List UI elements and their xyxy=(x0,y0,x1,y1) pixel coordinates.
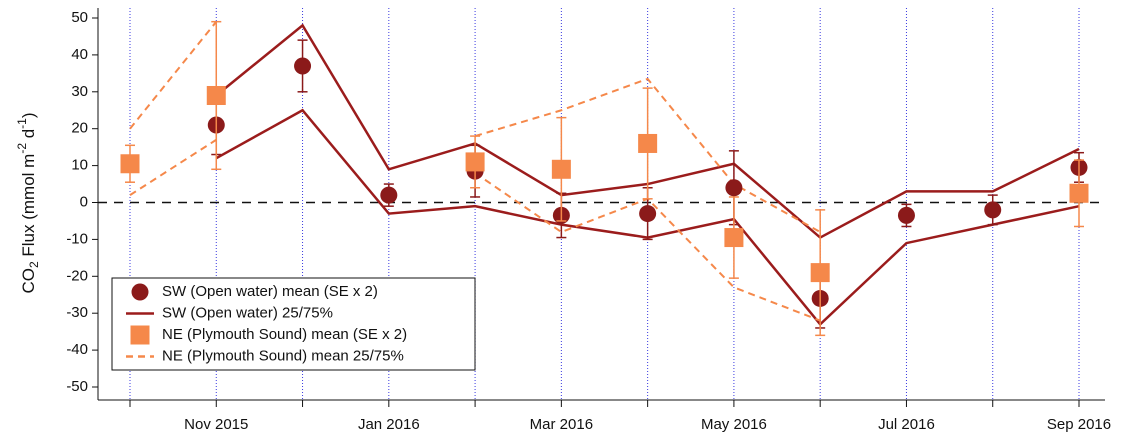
mean-marker xyxy=(465,152,485,172)
y-tick-label: 50 xyxy=(71,9,88,26)
y-label-sup: -2 xyxy=(15,143,29,154)
x-tick-label: Mar 2016 xyxy=(530,416,593,433)
y-axis-label: CO2 Flux (mmol m-2 d-1) xyxy=(15,112,41,293)
y-tick-label: -20 xyxy=(66,267,88,284)
mean-marker xyxy=(294,57,312,75)
mean-marker xyxy=(810,263,830,283)
legend-box xyxy=(111,277,476,371)
mean-marker xyxy=(551,159,571,179)
mean-marker xyxy=(120,154,140,174)
legend-label: SW (Open water) mean (SE x 2) xyxy=(162,283,378,300)
legend-marker xyxy=(130,325,150,345)
y-label-part: d xyxy=(19,129,38,143)
y-label-part: CO xyxy=(19,268,38,294)
mean-marker xyxy=(724,228,744,248)
y-tick-label: -30 xyxy=(66,304,88,321)
mean-marker xyxy=(380,186,398,204)
legend-label: NE (Plymouth Sound) mean (SE x 2) xyxy=(162,326,407,343)
y-tick-label: 40 xyxy=(71,46,88,63)
x-tick-label: Jan 2016 xyxy=(358,416,420,433)
y-tick-label: -10 xyxy=(66,230,88,247)
y-label-sub: 2 xyxy=(27,261,41,268)
y-tick-label: 0 xyxy=(80,193,88,210)
legend-label: NE (Plymouth Sound) mean 25/75% xyxy=(162,347,404,364)
y-tick-label: 10 xyxy=(71,157,88,174)
legend-label: SW (Open water) 25/75% xyxy=(162,304,333,321)
quartile-line xyxy=(129,21,821,233)
mean-marker xyxy=(984,201,1002,219)
mean-marker xyxy=(897,206,915,224)
y-label-sup: -1 xyxy=(15,118,29,129)
legend-marker xyxy=(131,283,149,301)
x-tick-label: Jul 2016 xyxy=(878,416,935,433)
y-label-part: ) xyxy=(19,112,38,118)
mean-marker xyxy=(639,205,657,223)
mean-marker xyxy=(206,85,226,105)
y-tick-label: 20 xyxy=(71,120,88,137)
x-tick-label: Nov 2015 xyxy=(184,416,248,433)
y-tick-label: -50 xyxy=(66,378,88,395)
y-label-part: Flux (mmol m xyxy=(19,154,38,262)
mean-marker xyxy=(725,179,743,197)
x-tick-label: May 2016 xyxy=(701,416,767,433)
x-tick-label: Sep 2016 xyxy=(1047,416,1111,433)
y-tick-label: 30 xyxy=(71,83,88,100)
y-tick-label: -40 xyxy=(66,341,88,358)
mean-marker xyxy=(638,133,658,153)
mean-marker xyxy=(1069,183,1089,203)
